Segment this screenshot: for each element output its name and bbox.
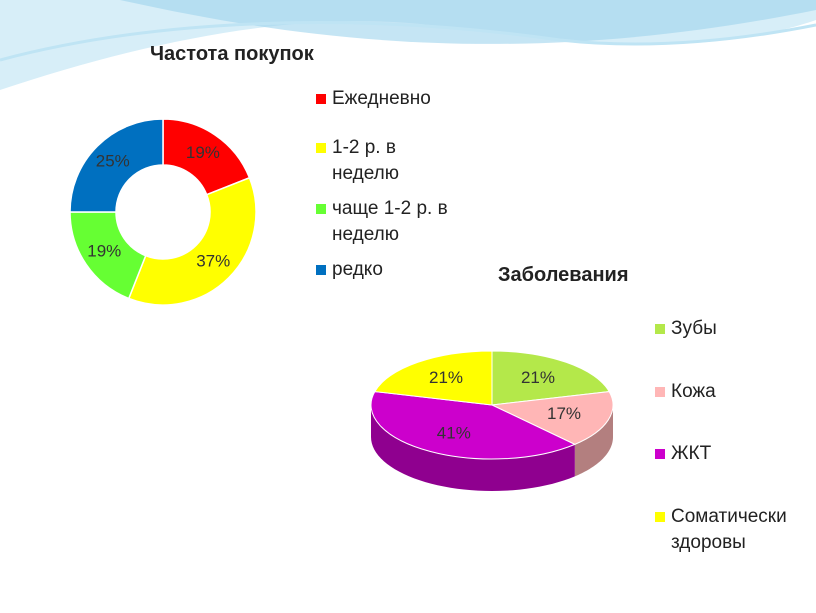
legend-item: чаще 1-2 р. в неделю [316, 196, 466, 249]
legend-swatch [655, 511, 665, 522]
pie-slice [373, 350, 493, 406]
legend-swatch [316, 203, 326, 214]
pie-slice [370, 391, 577, 460]
legend-item: Ежедневно [316, 86, 466, 113]
data-label: 21% [429, 368, 463, 387]
data-label: 41% [437, 423, 471, 442]
legend-label: Кожа [671, 380, 716, 402]
donut-slice [127, 176, 257, 306]
data-label: 19% [87, 241, 121, 260]
legend-swatch [316, 142, 326, 153]
legend: Ежедневно 1-2 р. в неделю чаще 1-2 р. в не… [316, 86, 466, 284]
pie-slice [490, 391, 614, 445]
legend-label: 1-2 р. в неделю [332, 136, 400, 185]
slice-side [574, 405, 613, 477]
wave-decoration [120, 0, 816, 44]
legend-label: Ежедневно [332, 88, 431, 109]
legend-item: ЖКТ [655, 441, 805, 468]
slice-side [371, 405, 575, 491]
data-label: 17% [547, 404, 581, 423]
legend-swatch [316, 264, 326, 275]
data-label: 37% [196, 252, 230, 271]
legend-item: Соматически здоровы [655, 504, 805, 557]
pie-slice [491, 350, 611, 406]
chart-title: Частота покупок [150, 43, 314, 65]
legend-label: редко [332, 258, 383, 280]
data-label: 21% [521, 368, 555, 387]
legend-swatch [655, 386, 665, 397]
legend-swatch [655, 324, 665, 334]
legend-item: Кожа [655, 379, 805, 406]
data-label: 19% [186, 143, 220, 162]
data-label: 25% [96, 151, 130, 170]
legend-label: ЖКТ [671, 443, 712, 465]
legend-label: чаще 1-2 р. в неделю [332, 197, 448, 246]
legend-swatch [655, 449, 665, 460]
legend-label: Соматически здоровы [671, 505, 787, 554]
legend-item: редко [316, 257, 466, 284]
legend-swatch [316, 94, 326, 104]
legend-item: 1-2 р. в неделю [316, 135, 466, 188]
legend-label: Зубы [671, 318, 717, 339]
chart-title: Заболевания [498, 264, 629, 286]
legend-item: Зубы [655, 316, 805, 343]
wave-line [0, 21, 816, 62]
donut-slice [69, 118, 164, 213]
legend: Зубы Кожа ЖКТ Соматически здоровы [655, 316, 805, 557]
